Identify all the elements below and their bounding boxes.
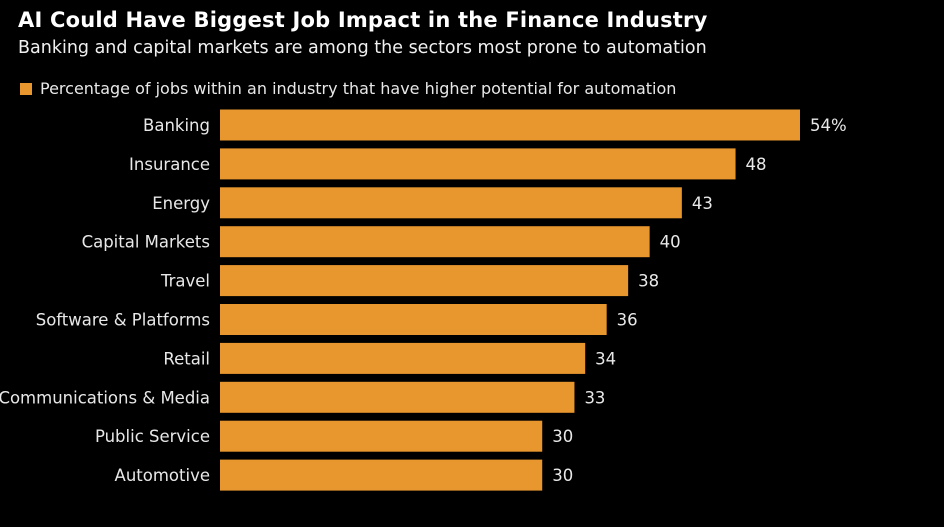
category-label: Capital Markets: [82, 233, 210, 252]
value-label: 38: [638, 272, 659, 291]
bar: [220, 420, 543, 452]
category-label: Insurance: [129, 155, 210, 174]
category-label: Banking: [143, 116, 210, 135]
value-label: 30: [552, 466, 573, 485]
value-label: 34: [595, 349, 616, 368]
chart-title: AI Could Have Biggest Job Impact in the …: [18, 8, 708, 32]
value-label: 30: [552, 427, 573, 446]
category-label: Travel: [160, 272, 210, 291]
legend-swatch: [20, 82, 32, 95]
category-label: Software & Platforms: [36, 311, 210, 330]
bar: [220, 459, 543, 491]
legend: Percentage of jobs within an industry th…: [20, 79, 676, 98]
value-label: 36: [617, 311, 638, 330]
value-label: 48: [746, 155, 767, 174]
value-label: 43: [692, 194, 713, 213]
legend-label: Percentage of jobs within an industry th…: [40, 79, 677, 98]
category-label: Energy: [152, 194, 210, 213]
category-label: Automotive: [115, 466, 210, 485]
bar: [220, 148, 736, 180]
value-label: 33: [584, 388, 605, 407]
category-label: Public Service: [95, 427, 210, 446]
category-label: Communications & Media: [0, 388, 210, 407]
value-label: 40: [660, 233, 681, 252]
chart-subtitle: Banking and capital markets are among th…: [18, 38, 707, 58]
bar: [220, 381, 575, 413]
bar: [220, 304, 607, 335]
bar: [220, 226, 650, 258]
bar: [220, 187, 682, 219]
value-label: 54%: [810, 116, 847, 135]
bar: [220, 265, 629, 297]
bar: [220, 342, 586, 374]
category-label: Retail: [163, 349, 210, 368]
bar: [220, 109, 800, 141]
